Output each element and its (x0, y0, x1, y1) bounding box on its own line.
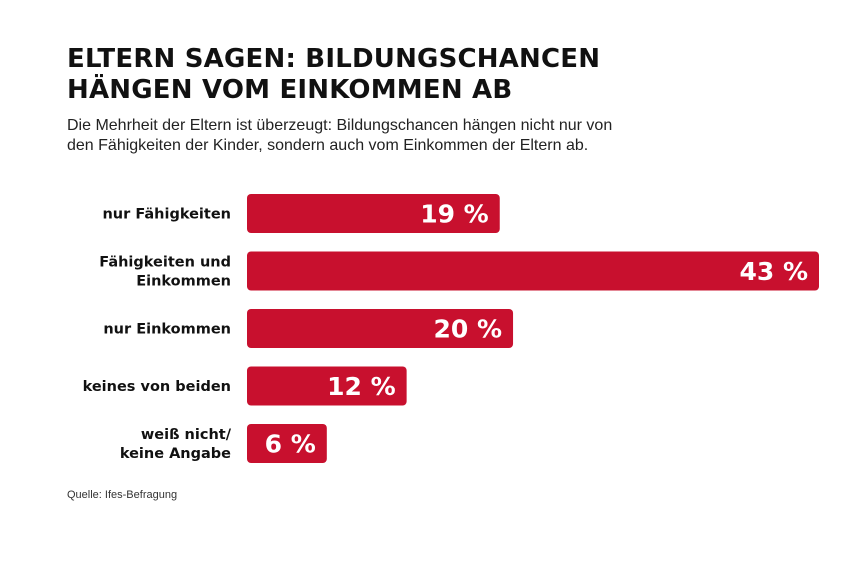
category-label: nur Einkommen (103, 322, 231, 338)
data-label: 6 % (265, 430, 316, 459)
category-label: weiß nicht/keine Angabe (120, 427, 232, 462)
data-label: 43 % (739, 257, 808, 286)
bar (247, 366, 407, 406)
chart-title-line-2: HÄNGEN VOM EINKOMMEN AB (67, 75, 513, 105)
bar (247, 251, 819, 291)
bar (247, 424, 327, 463)
bar (247, 194, 500, 233)
data-label: 20 % (433, 315, 502, 344)
chart-subtitle: Die Mehrheit der Eltern ist überzeugt: B… (67, 116, 767, 156)
category-label: keines von beiden (83, 379, 231, 395)
data-label: 19 % (420, 200, 489, 229)
category-label: nur Fähigkeiten (102, 207, 231, 223)
chart-title-line-1: ELTERN SAGEN: BILDUNGSCHANCEN (67, 44, 601, 74)
source-note: Quelle: Ifes-Befragung (67, 489, 178, 501)
chart-title: ELTERN SAGEN: BILDUNGSCHANCEN HÄNGEN VOM… (67, 44, 827, 106)
chart-subtitle-line-1: Die Mehrheit der Eltern ist überzeugt: B… (67, 117, 613, 134)
chart-subtitle-line-2: den Fähigkeiten der Kinder, sondern auch… (67, 137, 589, 154)
data-label: 12 % (327, 372, 396, 401)
category-label: Fähigkeiten und Einkommen (99, 255, 231, 290)
bar (247, 309, 514, 348)
